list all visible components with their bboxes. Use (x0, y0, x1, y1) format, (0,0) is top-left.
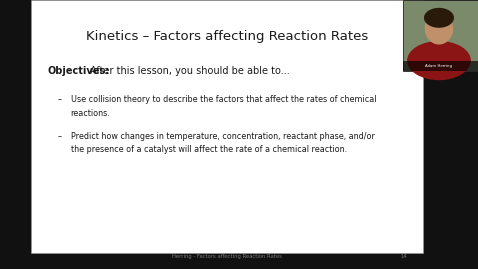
Text: Predict how changes in temperature, concentration, reactant phase, and/or
the pr: Predict how changes in temperature, conc… (71, 132, 375, 154)
Text: Objectives:: Objectives: (48, 66, 110, 76)
Text: 14: 14 (401, 254, 407, 259)
Text: Adam Herring: Adam Herring (425, 64, 453, 68)
Text: Kinetics – Factors affecting Reaction Rates: Kinetics – Factors affecting Reaction Ra… (86, 30, 368, 43)
Text: Herring - Factors affecting Reaction Rates: Herring - Factors affecting Reaction Rat… (172, 254, 282, 259)
Text: After this lesson, you should be able to...: After this lesson, you should be able to… (87, 66, 290, 76)
Ellipse shape (425, 12, 453, 45)
FancyBboxPatch shape (31, 0, 423, 253)
FancyBboxPatch shape (403, 61, 478, 71)
Ellipse shape (407, 41, 471, 80)
Text: –: – (58, 95, 62, 104)
Text: –: – (58, 132, 62, 141)
Ellipse shape (424, 8, 454, 28)
Text: Use collision theory to describe the factors that affect the rates of chemical
r: Use collision theory to describe the fac… (71, 95, 376, 118)
FancyBboxPatch shape (403, 0, 478, 71)
